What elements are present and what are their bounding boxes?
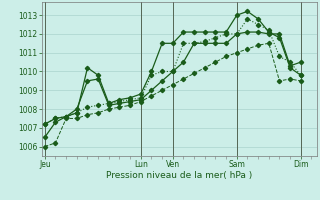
X-axis label: Pression niveau de la mer( hPa ): Pression niveau de la mer( hPa ) (106, 171, 252, 180)
